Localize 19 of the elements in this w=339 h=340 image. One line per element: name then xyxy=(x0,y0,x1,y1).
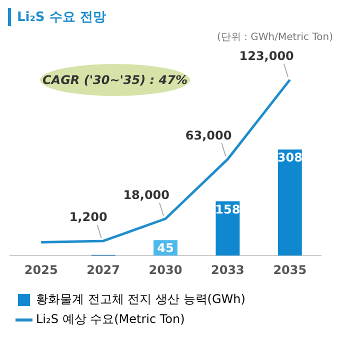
data-label: 1,200 xyxy=(69,210,108,224)
x-tick-label: 2025 xyxy=(24,262,58,277)
data-label: 308 xyxy=(277,150,302,165)
bar xyxy=(216,201,240,256)
text: (단위 : GWh/Metric Ton) xyxy=(216,31,333,44)
data-label: 63,000 xyxy=(185,128,232,142)
oval-label: CAGR ('30~'35) : 47% xyxy=(40,64,190,96)
data-label: 158 xyxy=(215,202,240,216)
x-tick-label: 2033 xyxy=(210,262,244,277)
data-label: 45 xyxy=(157,241,174,256)
bar xyxy=(278,150,302,256)
x-tick-label: 2027 xyxy=(86,262,120,277)
legend-label: Li₂S 예상 수요(Metric Ton) xyxy=(36,312,185,326)
x-tick-label: 2030 xyxy=(148,262,182,277)
data-label: 18,000 xyxy=(123,188,170,202)
chart-title: Li₂S 수요 전망 xyxy=(8,8,106,26)
x-tick-label: 2035 xyxy=(273,262,307,277)
legend-label: 황화물계 전고체 전지 생산 능력(GWh) xyxy=(36,292,246,306)
data-label: 123,000 xyxy=(239,48,294,63)
